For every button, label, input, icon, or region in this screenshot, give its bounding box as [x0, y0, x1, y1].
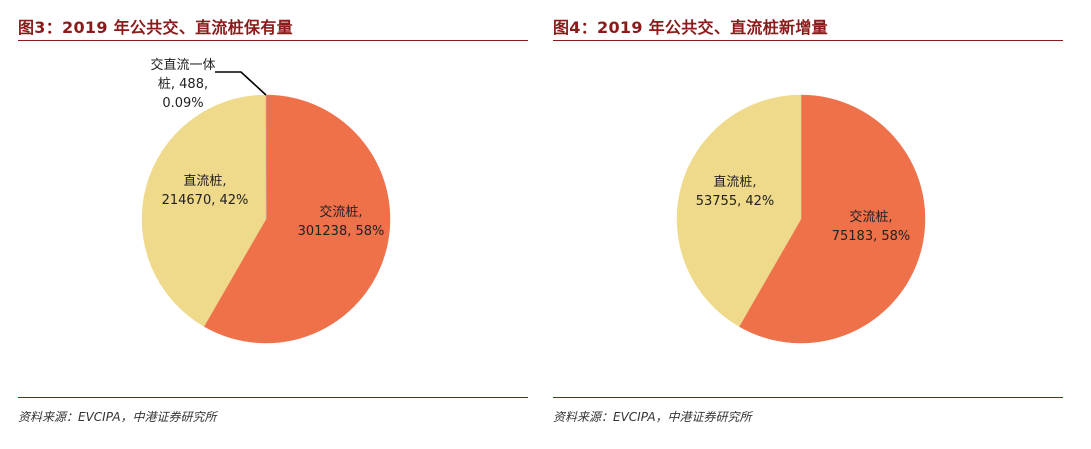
figure-4-title: 图4：2019 年公共交、直流桩新增量	[553, 18, 828, 37]
label-leader-line	[215, 71, 267, 96]
pie-slice-1	[141, 94, 267, 327]
pie-slice-1	[676, 94, 802, 327]
figure-3-top-rule	[18, 40, 528, 41]
pie-slice-label-0: 交流桩, 301238, 58%	[298, 204, 385, 239]
pie-slice-label-1: 直流桩, 214670, 42%	[162, 174, 249, 208]
figure-4-top-rule	[553, 40, 1063, 41]
pie-slice-0	[738, 94, 926, 344]
figure-3-pie-chart: 交流桩, 301238, 58% 直流桩, 214670, 42% 交直流一体桩, 48…	[141, 57, 391, 344]
pie-slice-label-0: 交流桩, 75183, 58%	[832, 209, 911, 244]
figure-4-panel: 图4：2019 年公共交、直流桩新增量 交流桩, 75183, 58% 直流桩, 53…	[553, 0, 1063, 449]
pie-slice-label-1: 直流桩, 53755, 42%	[696, 175, 775, 209]
figure-4-source: 资料来源：EVCIPA，中港证券研究所	[553, 410, 752, 424]
pie-slice-0	[203, 94, 391, 344]
figure-4-bottom-rule	[553, 397, 1063, 398]
figure-3-title: 图3：2019 年公共交、直流桩保有量	[18, 18, 293, 37]
figure-3-bottom-rule	[18, 397, 528, 398]
figure-3-source: 资料来源：EVCIPA，中港证券研究所	[18, 410, 217, 424]
pie-slice-label-2: 交直流一体桩, 488, 0.09%	[150, 57, 215, 111]
figure-3-panel: 图3：2019 年公共交、直流桩保有量 交流桩, 301238, 58% 直流桩, 2…	[18, 0, 528, 449]
figure-4-pie-chart: 交流桩, 75183, 58% 直流桩, 53755, 42%	[676, 94, 926, 344]
